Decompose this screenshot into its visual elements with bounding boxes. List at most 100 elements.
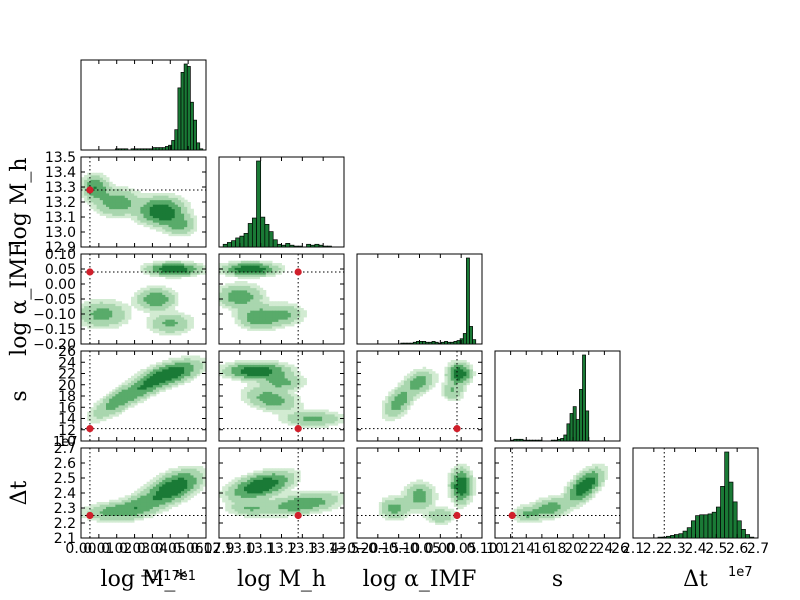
density-cell xyxy=(284,493,289,496)
density-cell xyxy=(159,497,163,501)
density-cell xyxy=(403,504,408,507)
density-cell xyxy=(287,502,292,505)
density-cell xyxy=(272,499,276,503)
density-cell xyxy=(112,195,116,198)
density-cell xyxy=(432,371,436,374)
density-cell xyxy=(81,508,85,512)
density-cell xyxy=(290,511,295,514)
density-cell xyxy=(228,506,232,510)
density-cell xyxy=(177,360,182,363)
density-cell xyxy=(287,497,292,501)
density-cell xyxy=(149,387,154,390)
density-cell xyxy=(312,508,317,512)
density-cell xyxy=(109,506,113,510)
density-cell xyxy=(275,499,279,503)
density-cell xyxy=(450,375,455,379)
density-cell xyxy=(121,197,126,201)
density-cell xyxy=(444,375,449,379)
density-cell xyxy=(287,479,292,483)
density-cell xyxy=(143,378,148,381)
density-cell xyxy=(90,420,94,424)
density-cell xyxy=(93,208,98,212)
density-cell xyxy=(184,497,188,501)
density-cell xyxy=(278,414,282,417)
density-cell xyxy=(159,371,163,374)
density-cell xyxy=(102,517,107,521)
density-cell xyxy=(265,472,270,476)
density-cell xyxy=(181,481,185,485)
density-cell xyxy=(137,208,141,212)
density-cell xyxy=(174,208,179,212)
density-cell xyxy=(118,396,123,399)
density-cell xyxy=(174,332,179,336)
density-cell xyxy=(315,493,320,496)
density-cell xyxy=(541,499,546,503)
density-cell xyxy=(400,504,405,507)
density-cell xyxy=(162,204,166,207)
density-cell xyxy=(134,504,138,507)
density-cell xyxy=(322,418,326,422)
density-cell xyxy=(240,502,245,505)
density-cell xyxy=(219,369,223,372)
density-cell xyxy=(181,224,185,228)
density-cell xyxy=(149,265,154,268)
density-cell xyxy=(127,378,132,381)
hist-bar xyxy=(670,535,676,539)
density-cell xyxy=(269,323,273,327)
density-cell xyxy=(121,215,126,219)
density-cell xyxy=(272,382,276,386)
density-cell xyxy=(102,188,107,192)
density-cell xyxy=(265,495,270,498)
density-cell xyxy=(294,393,298,397)
density-cell xyxy=(281,416,286,419)
density-cell xyxy=(177,362,182,365)
density-cell xyxy=(140,378,144,381)
density-cell xyxy=(134,199,138,203)
density-cell xyxy=(115,502,119,505)
density-cell xyxy=(538,499,543,503)
density-cell xyxy=(228,267,232,271)
density-cell xyxy=(165,321,169,325)
density-cell xyxy=(162,380,166,383)
density-cell xyxy=(149,326,154,329)
density-cell xyxy=(322,499,326,503)
density-cell xyxy=(278,323,282,327)
density-cell xyxy=(149,269,154,273)
density-cell xyxy=(174,504,179,507)
density-cell xyxy=(253,490,257,494)
density-cell xyxy=(281,513,286,516)
density-cell xyxy=(121,400,126,404)
density-cell xyxy=(228,511,232,514)
density-cell xyxy=(240,303,245,307)
density-cell xyxy=(177,475,182,478)
density-cell xyxy=(265,499,270,503)
density-cell xyxy=(146,269,151,273)
density-cell xyxy=(146,301,151,304)
density-cell xyxy=(234,502,239,505)
density-cell xyxy=(222,303,226,307)
density-cell xyxy=(453,477,458,480)
density-cell xyxy=(140,206,144,210)
density-cell xyxy=(140,301,144,304)
density-cell xyxy=(284,407,289,410)
hist-bar xyxy=(711,511,717,539)
density-cell xyxy=(312,409,317,413)
density-cell xyxy=(112,319,116,322)
density-cell xyxy=(275,314,279,318)
density-cell xyxy=(450,486,455,489)
density-cell xyxy=(177,226,182,230)
density-cell xyxy=(127,195,132,198)
density-cell xyxy=(247,378,251,381)
density-cell xyxy=(388,391,392,395)
density-cell xyxy=(284,475,289,478)
density-cell xyxy=(99,508,104,512)
density-cell xyxy=(250,287,254,291)
density-cell xyxy=(272,515,276,519)
density-cell xyxy=(287,314,292,318)
density-cell xyxy=(466,362,470,365)
density-cell xyxy=(96,411,101,415)
density-cell xyxy=(219,371,223,374)
density-cell xyxy=(450,511,455,514)
density-cell xyxy=(457,466,461,469)
density-cell xyxy=(322,490,326,494)
